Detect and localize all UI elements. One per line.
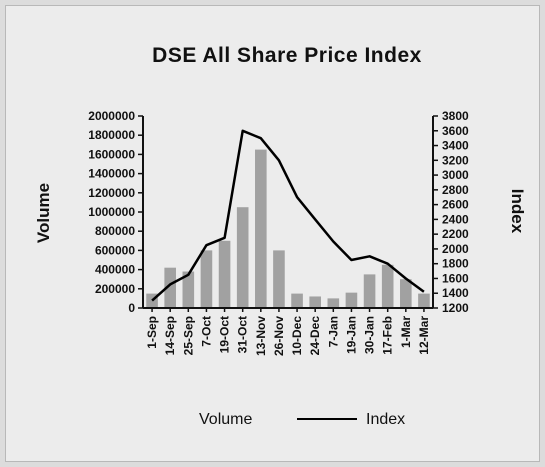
right-tick-label: 1800: [442, 257, 469, 271]
x-tick-label: 25-Sep: [181, 316, 195, 355]
legend-index-label: Index: [366, 411, 405, 428]
left-tick-label: 1000000: [88, 205, 135, 219]
right-tick-label: 3600: [442, 124, 469, 138]
right-tick-label: 2800: [442, 183, 469, 197]
left-tick-label: 600000: [95, 243, 135, 257]
right-tick-label: 3800: [442, 109, 469, 123]
right-tick-label: 2600: [442, 198, 469, 212]
x-tick-label: 1-Sep: [145, 316, 159, 349]
volume-bar: [363, 274, 376, 308]
left-tick-label: 1600000: [88, 147, 135, 161]
index-line: [151, 129, 425, 302]
left-tick-label: 400000: [95, 263, 135, 277]
x-tick-label: 13-Nov: [254, 316, 268, 356]
volume-bar: [273, 250, 285, 308]
x-tick-label: 7-Jan: [326, 316, 340, 347]
right-tick-label: 3200: [442, 153, 469, 167]
left-tick-label: 0: [128, 301, 135, 315]
chart-panel: [5, 5, 540, 462]
right-tick-label: 2400: [442, 212, 469, 226]
x-tick-label: 14-Sep: [163, 316, 177, 355]
volume-bar: [164, 267, 176, 308]
volume-bar: [418, 293, 430, 308]
left-tick-label: 2000000: [88, 109, 135, 123]
volume-bar: [255, 149, 267, 308]
right-tick-label: 2200: [442, 227, 469, 241]
x-tick-label: 26-Nov: [272, 316, 286, 356]
volume-bar: [291, 293, 303, 308]
x-tick-label: 24-Dec: [308, 316, 322, 356]
left-tick-label: 200000: [95, 282, 135, 296]
right-tick-label: 3400: [442, 139, 469, 153]
volume-bar: [309, 296, 321, 308]
volume-bar: [236, 207, 249, 308]
left-tick-label: 1400000: [88, 167, 135, 181]
x-tick-label: 19-Jan: [344, 316, 358, 354]
right-tick-label: 3000: [442, 168, 469, 182]
volume-bar: [345, 292, 358, 308]
volume-bar: [400, 279, 412, 308]
legend: Volume Index: [199, 411, 405, 428]
right-tick-label: 2000: [442, 242, 469, 256]
right-tick-label: 1400: [442, 286, 469, 300]
x-tick-label: 30-Jan: [363, 316, 377, 354]
right-tick-label: 1200: [442, 301, 469, 315]
volume-bar: [182, 271, 195, 308]
x-tick-label: 1-Mar: [399, 316, 413, 348]
volume-bar: [200, 250, 213, 308]
x-tick-label: 19-Oct: [218, 316, 232, 353]
volume-bar: [218, 240, 231, 308]
left-tick-label: 1200000: [88, 186, 135, 200]
chart-title: DSE All Share Price Index: [152, 44, 422, 67]
legend-volume-label: Volume: [199, 411, 252, 428]
volume-bar: [327, 298, 340, 308]
x-tick-label: 7-Oct: [199, 316, 213, 347]
left-tick-label: 1800000: [88, 128, 135, 142]
x-tick-label: 17-Feb: [381, 316, 395, 355]
x-axis: 1-Sep 14-Sep 25-Sep 7-Oct 19-Oct 31-Oct 13-Nov…: [143, 307, 433, 356]
x-tick-label: 12-Mar: [417, 316, 431, 355]
volume-bar: [146, 293, 158, 308]
right-axis: 3800360034003200300028002600240022002000…: [432, 109, 469, 315]
right-tick-label: 1600: [442, 271, 469, 285]
x-tick-label: 31-Oct: [236, 316, 250, 353]
left-axis: 2000000180000016000001400000120000010000…: [88, 109, 144, 315]
volume-bar: [381, 264, 394, 308]
left-axis-title: Volume: [34, 183, 53, 243]
x-tick-label: 10-Dec: [290, 316, 304, 356]
index-line-series: [151, 129, 425, 302]
left-tick-label: 800000: [95, 224, 135, 238]
volume-bars: [146, 149, 430, 308]
right-axis-title: Index: [508, 189, 527, 234]
